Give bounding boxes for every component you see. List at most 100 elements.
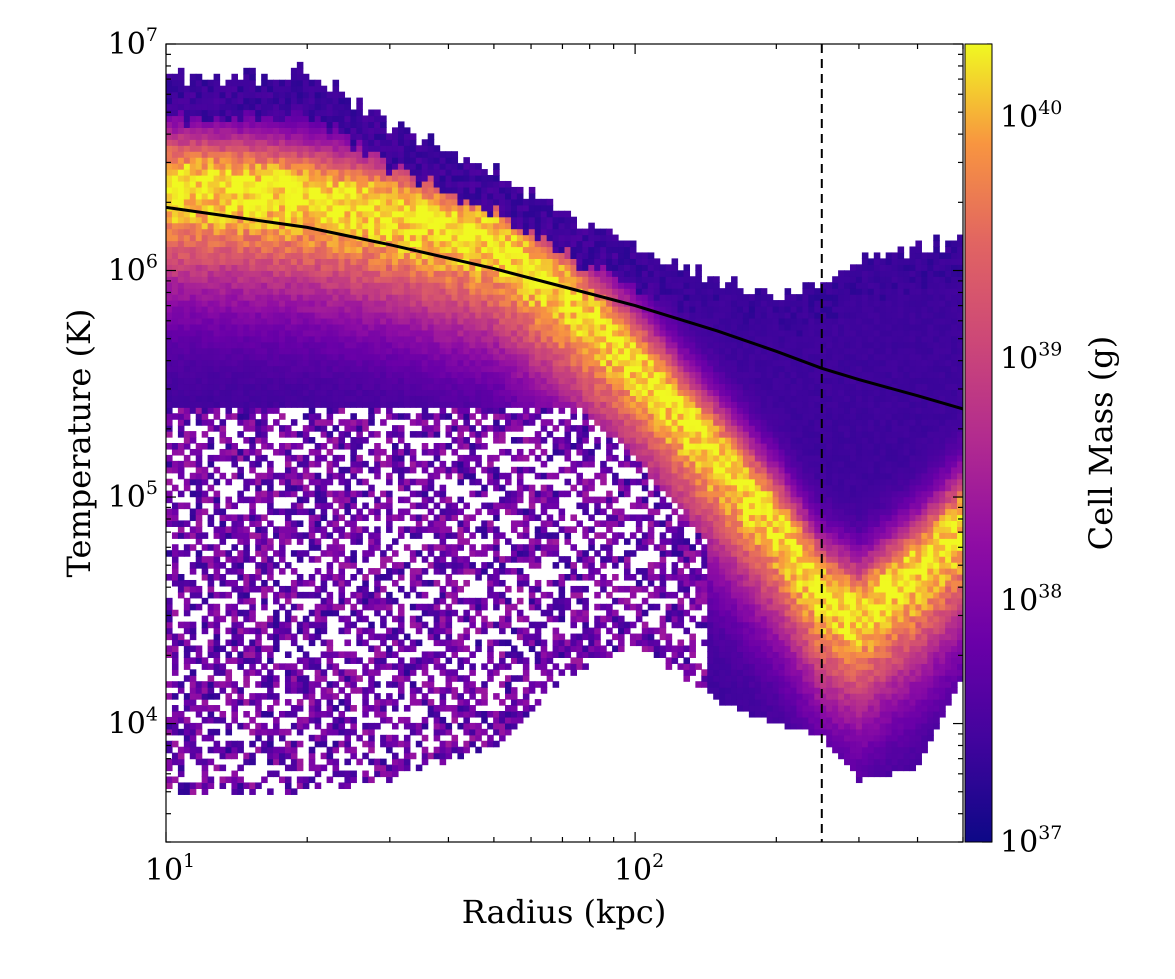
- heatmap-cell: [314, 568, 322, 575]
- heatmap-cell: [392, 163, 399, 170]
- heatmap-cell: [338, 91, 346, 99]
- heatmap-cell: [189, 508, 197, 516]
- heatmap-cell: [409, 151, 417, 158]
- heatmap-cell: [493, 603, 500, 611]
- heatmap-cell: [189, 377, 197, 385]
- heatmap-cell: [415, 413, 423, 420]
- heatmap-cell: [213, 127, 221, 134]
- heatmap-cell: [481, 353, 488, 361]
- heatmap-cell: [183, 169, 191, 176]
- heatmap-cell: [392, 615, 399, 623]
- heatmap-cell: [171, 377, 179, 385]
- heatmap-cell: [374, 306, 381, 313]
- heatmap-cell: [308, 300, 316, 307]
- heatmap-cell: [421, 216, 429, 224]
- heatmap-cell: [213, 609, 221, 617]
- heatmap-cell: [350, 246, 357, 254]
- heatmap-cell: [219, 163, 227, 170]
- heatmap-cell: [273, 180, 280, 188]
- heatmap-cell: [362, 693, 369, 700]
- heatmap-cell: [279, 204, 286, 212]
- heatmap-cell: [308, 526, 316, 533]
- heatmap-cell: [171, 85, 179, 93]
- heatmap-cell: [273, 323, 280, 331]
- heatmap-cell: [505, 496, 512, 504]
- heatmap-cell: [284, 401, 292, 408]
- heatmap-cell: [433, 294, 441, 301]
- heatmap-cell: [308, 365, 316, 373]
- heatmap-cell: [475, 341, 482, 349]
- heatmap-cell: [374, 395, 381, 402]
- heatmap-cell: [409, 311, 417, 319]
- heatmap-cell: [189, 675, 197, 682]
- heatmap-cell: [386, 264, 393, 271]
- heatmap-cell: [493, 579, 500, 587]
- heatmap-cell: [237, 454, 244, 462]
- heatmap-cell: [368, 335, 375, 343]
- heatmap-cell: [386, 389, 393, 396]
- heatmap-cell: [231, 311, 238, 319]
- heatmap-cell: [374, 514, 381, 522]
- heatmap-cell: [427, 651, 435, 658]
- heatmap-cell: [463, 556, 470, 563]
- heatmap-cell: [225, 347, 233, 355]
- heatmap-cell: [374, 288, 381, 295]
- heatmap-cell: [183, 389, 191, 396]
- heatmap-cell: [195, 359, 203, 367]
- heatmap-cell: [320, 550, 328, 557]
- heatmap-cell: [166, 431, 173, 438]
- heatmap-cell: [261, 121, 268, 128]
- heatmap-cell: [356, 657, 363, 664]
- heatmap-cell: [344, 484, 351, 492]
- heatmap-cell: [499, 681, 506, 688]
- heatmap-cell: [439, 264, 447, 271]
- heatmap-cell: [308, 574, 316, 581]
- heatmap-cell: [290, 240, 298, 248]
- heatmap-cell: [166, 758, 173, 766]
- heatmap-cell: [415, 163, 423, 170]
- heatmap-cell: [415, 490, 423, 498]
- heatmap-cell: [213, 329, 221, 337]
- heatmap-cell: [439, 460, 447, 468]
- heatmap-cell: [201, 699, 209, 706]
- heatmap-cell: [290, 67, 298, 75]
- heatmap-cell: [314, 317, 322, 325]
- heatmap-cell: [481, 186, 488, 194]
- heatmap-cell: [207, 437, 215, 444]
- heatmap-cell: [326, 663, 334, 670]
- heatmap-cell: [457, 407, 464, 414]
- heatmap-cell: [213, 317, 221, 325]
- heatmap-cell: [427, 460, 435, 468]
- heatmap-cell: [296, 359, 304, 367]
- heatmap-cell: [249, 585, 256, 593]
- heatmap-cell: [397, 514, 405, 522]
- heatmap-cell: [481, 443, 488, 450]
- heatmap-cell: [195, 246, 203, 254]
- heatmap-cell: [505, 413, 512, 420]
- heatmap-cell: [302, 228, 310, 236]
- heatmap-cell: [445, 192, 453, 200]
- heatmap-cell: [463, 353, 470, 361]
- heatmap-cell: [475, 490, 482, 498]
- heatmap-cell: [183, 175, 191, 182]
- heatmap-cell: [439, 234, 447, 242]
- heatmap-cell: [177, 157, 185, 164]
- heatmap-cell: [225, 532, 233, 539]
- heatmap-cell: [499, 401, 506, 408]
- heatmap-cell: [195, 186, 203, 194]
- heatmap-cell: [338, 770, 346, 778]
- heatmap-cell: [213, 693, 221, 700]
- heatmap-cell: [255, 341, 262, 349]
- heatmap-cell: [338, 431, 346, 438]
- heatmap-cell: [380, 294, 387, 301]
- heatmap-cell: [505, 615, 512, 623]
- heatmap-cell: [350, 389, 357, 396]
- heatmap-cell: [243, 478, 250, 486]
- heatmap-cell: [237, 288, 244, 295]
- heatmap-cell: [368, 538, 375, 545]
- heatmap-cell: [249, 306, 256, 313]
- heatmap-cell: [386, 210, 393, 218]
- heatmap-cell: [189, 210, 197, 218]
- heatmap-cell: [302, 359, 310, 367]
- heatmap-cell: [290, 97, 298, 105]
